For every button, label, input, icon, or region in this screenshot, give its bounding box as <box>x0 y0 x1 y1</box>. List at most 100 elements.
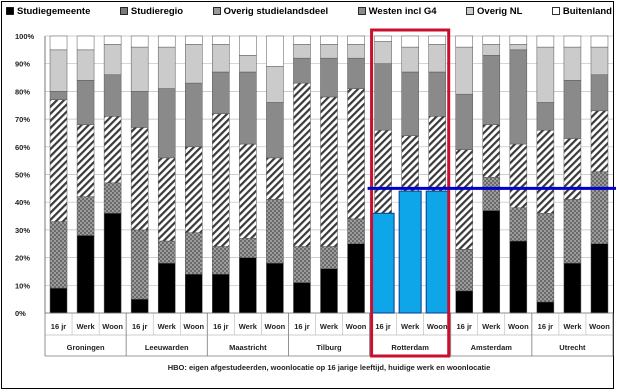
bar-segment <box>482 55 501 125</box>
group-label: Rotterdam <box>391 343 429 352</box>
bar-segment <box>157 46 176 89</box>
bar-segment <box>76 124 95 197</box>
group-label: Tilburg <box>316 343 342 352</box>
bar-segment <box>536 102 555 131</box>
bar-segment <box>347 218 365 245</box>
bar-segment <box>347 35 365 45</box>
x-tick-label: Woon <box>427 322 448 331</box>
bar-segment <box>76 235 95 314</box>
y-tick-label: 0% <box>15 309 26 318</box>
bar-segment <box>185 273 203 314</box>
y-tick-label: 50% <box>15 171 30 180</box>
bar-segment <box>590 74 609 112</box>
bar-segment <box>130 298 149 314</box>
x-tick-label: 16 jr <box>294 322 310 331</box>
x-tick-label: 16 jr <box>51 322 67 331</box>
x-tick-label: Woon <box>508 322 529 331</box>
bar-segment <box>563 199 582 264</box>
x-tick-label: Woon <box>346 322 367 331</box>
chart-legend: Studiegemeente Studieregio Overig studiela… <box>6 3 612 19</box>
x-tick-label: Woon <box>102 322 123 331</box>
bar-segment <box>266 157 284 200</box>
bar-segment <box>212 71 230 114</box>
bar-segment <box>320 96 338 247</box>
bar-segment <box>590 243 609 314</box>
bar-segment <box>563 80 582 139</box>
bar-segment <box>374 41 392 64</box>
bar-segment <box>76 196 95 236</box>
highlight-bar <box>371 212 395 314</box>
y-tick-label: 10% <box>15 281 30 290</box>
bar-segment <box>509 49 528 145</box>
bar-segment <box>49 221 68 289</box>
bar-segment <box>536 301 555 314</box>
bar-segment <box>320 246 338 269</box>
highlight-bar <box>398 190 422 314</box>
bar-segment <box>509 143 528 208</box>
bar-segment <box>239 237 257 258</box>
bar-segment <box>157 35 176 48</box>
bar-segment <box>455 35 473 48</box>
bar-segment <box>374 129 392 214</box>
bar-segment <box>130 46 149 92</box>
bar-segment <box>103 116 122 184</box>
bar-segment <box>266 35 284 67</box>
bar-segment <box>563 46 582 81</box>
group-label: Amsterdam <box>471 343 513 352</box>
y-tick-label: 60% <box>15 143 30 152</box>
bar-segment <box>428 44 446 73</box>
bar-segment <box>103 182 122 214</box>
bar-segment <box>347 243 365 314</box>
x-tick-label: Werk <box>482 322 501 331</box>
bar-segment <box>266 66 284 103</box>
group-label: Groningen <box>67 343 105 352</box>
bar-segment <box>239 71 257 145</box>
bar-segment <box>49 49 68 92</box>
bar-segment <box>536 46 555 103</box>
x-tick-label: 16 jr <box>132 322 148 331</box>
bar-segment <box>103 213 122 314</box>
bar-segment <box>293 57 311 84</box>
legend-label: Overig studielandsdeel <box>223 5 329 17</box>
bar-segment <box>49 35 68 51</box>
highlight-box <box>370 28 451 358</box>
bar-segment <box>130 127 149 231</box>
bar-segment <box>482 44 501 56</box>
bar-segment <box>374 35 392 42</box>
group-label: Leeuwarden <box>145 343 189 352</box>
x-tick-label: 16 jr <box>375 322 391 331</box>
bar-segment <box>536 129 555 214</box>
bar-segment <box>455 46 473 95</box>
bar-segment <box>103 35 122 45</box>
bar-segment <box>157 262 176 314</box>
x-tick-label: Werk <box>401 322 420 331</box>
bar-segment <box>212 113 230 247</box>
bar-segment <box>428 116 446 192</box>
bar-segment <box>49 99 68 222</box>
bar-segment <box>76 49 95 81</box>
bar-segment <box>590 35 609 48</box>
bar-segment <box>455 149 473 250</box>
legend-label: Studiegemeente <box>17 5 91 17</box>
bar-segment <box>157 88 176 159</box>
bar-segment <box>428 35 446 45</box>
bar-segment <box>509 35 528 45</box>
bar-segment <box>320 44 338 59</box>
x-tick-label: Werk <box>239 322 258 331</box>
group-label: Utrecht <box>559 343 586 352</box>
bar-segment <box>563 35 582 48</box>
legend-label: Studieregio <box>130 5 184 17</box>
bar-segment <box>401 71 419 136</box>
bar-segment <box>536 213 555 303</box>
legend-item: Buitenland <box>551 6 612 17</box>
bar-segment <box>401 35 419 48</box>
bar-segment <box>482 177 501 211</box>
bar-segment <box>49 91 68 100</box>
bar-segment <box>455 93 473 150</box>
legend-item: Studieregio <box>119 5 184 17</box>
bar-segment <box>509 240 528 314</box>
bar-segment <box>536 35 555 48</box>
legend-swatch <box>551 7 560 15</box>
bar-segment <box>590 110 609 172</box>
